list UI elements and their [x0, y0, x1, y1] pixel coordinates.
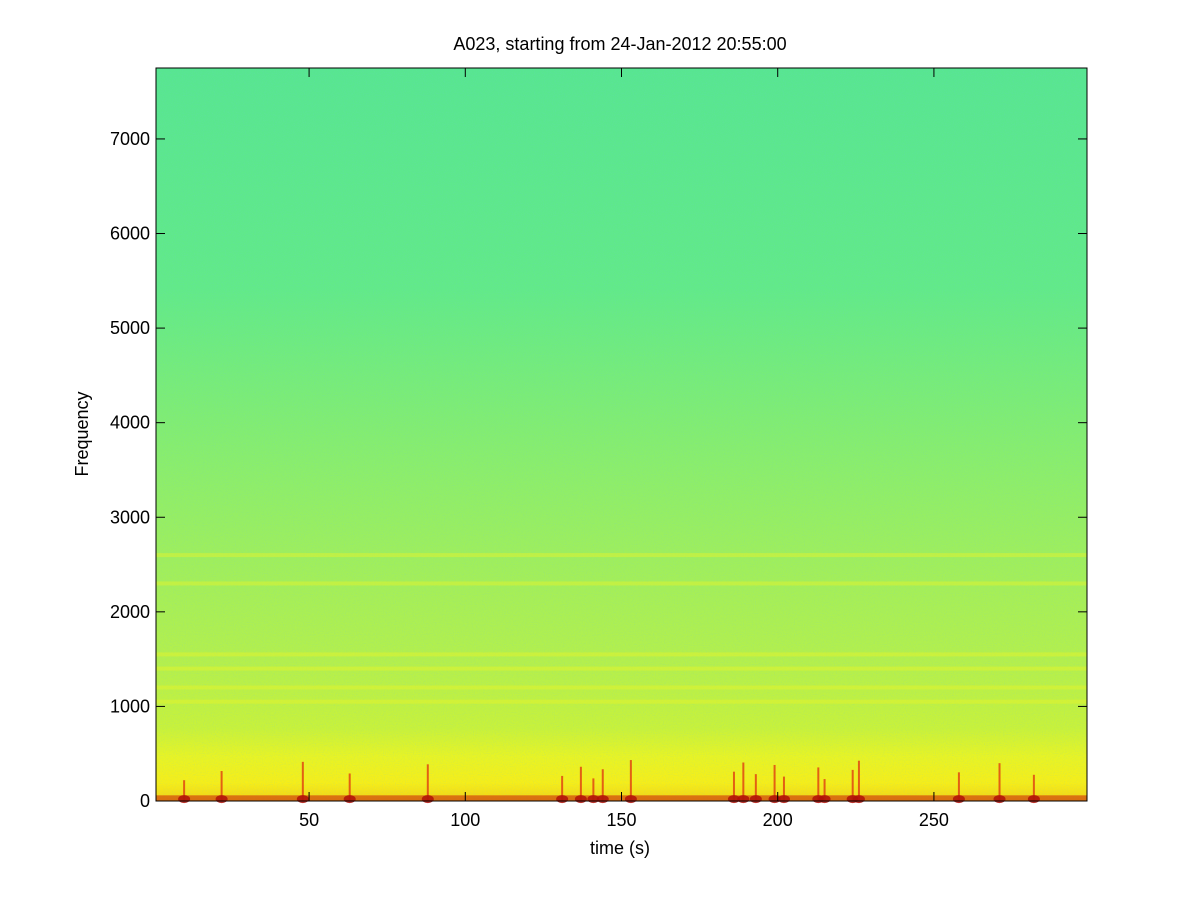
frequency-band: [156, 581, 1087, 586]
transient-event: [732, 771, 735, 801]
transient-event: [592, 778, 595, 801]
transient-event-base: [993, 795, 1006, 804]
y-tick-label: 7000: [110, 129, 150, 149]
transient-event: [817, 767, 820, 801]
transient-event: [579, 766, 582, 801]
transient-event: [426, 764, 429, 801]
transient-event-base: [421, 795, 434, 804]
transient-event-base: [852, 795, 865, 804]
y-tick-label: 3000: [110, 507, 150, 527]
transient-event: [561, 775, 564, 801]
y-tick-label: 2000: [110, 602, 150, 622]
y-axis-ticks: 0 1000 2000 3000 4000 5000 6000 7000: [110, 129, 1087, 811]
x-tick-label: 150: [606, 810, 636, 830]
transient-event-base: [749, 795, 762, 804]
frequency-band: [156, 685, 1087, 690]
transient-event-base: [737, 795, 750, 804]
transient-event: [851, 769, 854, 801]
transient-event-base: [777, 795, 790, 804]
transient-event-base: [624, 795, 637, 804]
transient-event: [1032, 774, 1035, 801]
transient-event-base: [1027, 795, 1040, 804]
plot-area: [156, 68, 1087, 801]
y-axis-label: Frequency: [72, 391, 92, 476]
transient-event: [957, 772, 960, 801]
y-tick-label: 0: [140, 791, 150, 811]
x-tick-label: 100: [450, 810, 480, 830]
transient-event-base: [178, 795, 191, 804]
transient-event: [857, 760, 860, 801]
transient-event-base: [596, 795, 609, 804]
transient-event: [754, 774, 757, 801]
frequency-band: [156, 652, 1087, 657]
transient-event-base: [343, 795, 356, 804]
transient-event: [823, 779, 826, 801]
x-tick-label: 200: [763, 810, 793, 830]
transient-event: [782, 776, 785, 801]
transient-event-base: [296, 795, 309, 804]
transient-event: [742, 762, 745, 801]
transient-event: [301, 761, 304, 801]
y-tick-label: 5000: [110, 318, 150, 338]
transient-event-base: [574, 795, 587, 804]
transient-event: [773, 764, 776, 801]
chart-title: A023, starting from 24-Jan-2012 20:55:00: [453, 34, 786, 54]
y-tick-label: 1000: [110, 696, 150, 716]
transient-event-base: [556, 795, 569, 804]
transient-event: [998, 763, 1001, 801]
x-axis-label: time (s): [590, 838, 650, 858]
y-tick-label: 4000: [110, 413, 150, 433]
y-tick-label: 6000: [110, 224, 150, 244]
x-tick-label: 50: [299, 810, 319, 830]
transient-event: [348, 773, 351, 801]
transient-event: [629, 760, 632, 801]
transient-event: [601, 769, 604, 801]
frequency-band: [156, 553, 1087, 558]
transient-event: [183, 780, 186, 801]
transient-event: [220, 771, 223, 801]
x-axis-ticks: 50 100 150 200 250: [299, 68, 949, 830]
frequency-band: [156, 699, 1087, 704]
transient-event-base: [215, 795, 228, 804]
spectrogram-noise: [156, 68, 1087, 801]
x-tick-label: 250: [919, 810, 949, 830]
frequency-band: [156, 666, 1087, 671]
transient-event-base: [818, 795, 831, 804]
transient-event-base: [952, 795, 965, 804]
